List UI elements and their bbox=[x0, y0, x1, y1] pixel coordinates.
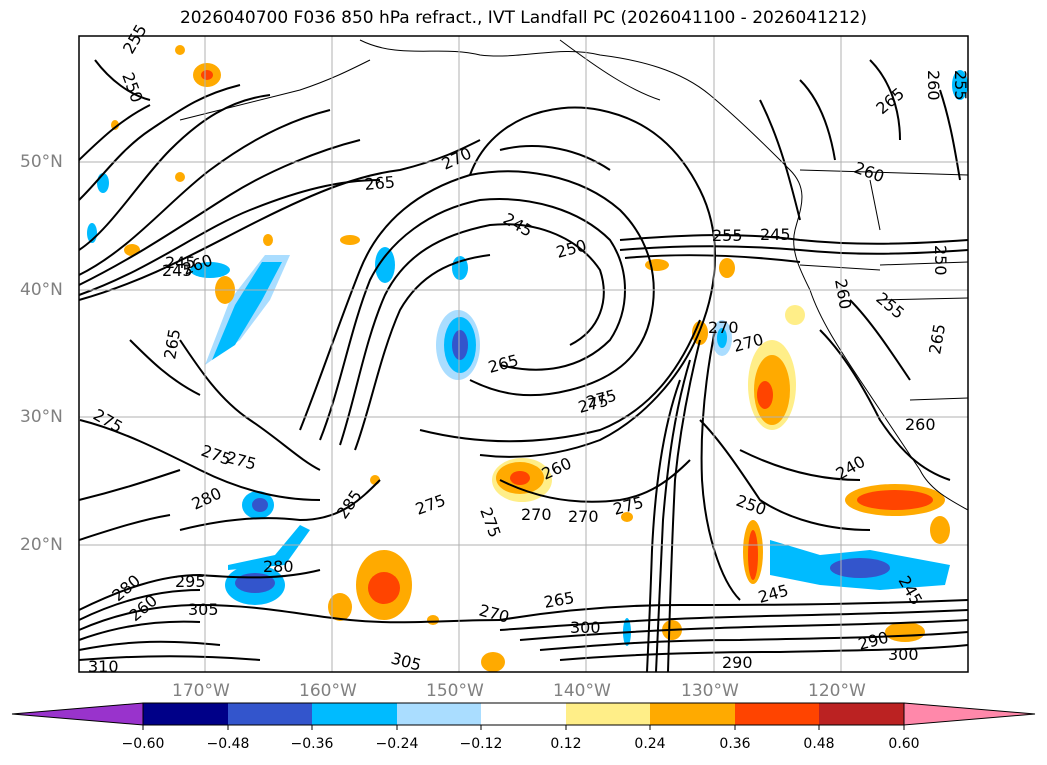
colorbar-tick-label: 0.24 bbox=[634, 736, 666, 752]
colorbar-extend-right bbox=[903, 702, 1036, 726]
contour-label: 300 bbox=[570, 618, 601, 637]
contour-label: 280 bbox=[263, 557, 294, 576]
colorbar-tick-label: 0.60 bbox=[888, 736, 920, 752]
contour-label: 245 bbox=[165, 253, 196, 272]
lat-label-30n: 30°N bbox=[20, 407, 63, 427]
contour-label: 265 bbox=[364, 172, 396, 194]
colorbar-tick-label: −0.36 bbox=[290, 736, 334, 752]
contour-lines bbox=[78, 59, 969, 673]
shaded-patches bbox=[87, 45, 968, 672]
lat-label-20n: 20°N bbox=[20, 535, 63, 555]
colorbar-extend-left bbox=[11, 702, 144, 726]
lon-label-130w: 130°W bbox=[681, 681, 739, 701]
contour-label: 255 bbox=[712, 226, 743, 245]
colorbar-segment bbox=[143, 703, 228, 725]
lat-label-50n: 50°N bbox=[20, 152, 63, 172]
contour-label: 270 bbox=[708, 318, 739, 337]
colorbar-tick-label: −0.24 bbox=[375, 736, 419, 752]
contour-label: 310 bbox=[88, 657, 119, 676]
lon-label-170w: 170°W bbox=[172, 681, 230, 701]
contour-label: 295 bbox=[175, 572, 206, 591]
contour-label: 270 bbox=[521, 505, 552, 524]
contour-label: 300 bbox=[888, 645, 919, 664]
lon-label-140w: 140°W bbox=[553, 681, 611, 701]
colorbar-segment bbox=[735, 703, 819, 725]
colorbar-segment bbox=[228, 703, 312, 725]
colorbar-tick-label: 0.36 bbox=[719, 736, 751, 752]
colorbar-segment bbox=[312, 703, 397, 725]
contour-label: 260 bbox=[905, 415, 936, 434]
colorbar-segment bbox=[566, 703, 650, 725]
colorbar-tick-label: 0.12 bbox=[550, 736, 582, 752]
lon-label-150w: 150°W bbox=[426, 681, 484, 701]
colorbar-tick-label: −0.12 bbox=[459, 736, 503, 752]
lon-label-120w: 120°W bbox=[808, 681, 866, 701]
contour-label: 260 bbox=[924, 70, 943, 101]
plot-frame bbox=[78, 35, 969, 673]
colorbar-tick-label: 0.48 bbox=[803, 736, 835, 752]
colorbar bbox=[11, 702, 1036, 730]
colorbar-segment bbox=[650, 703, 735, 725]
contour-label: 250 bbox=[931, 245, 950, 276]
colorbar-segment bbox=[397, 703, 481, 725]
gridlines bbox=[79, 36, 968, 672]
contour-label: 245 bbox=[162, 261, 193, 280]
contour-label: 255 bbox=[951, 70, 970, 101]
contour-label: 245 bbox=[760, 225, 791, 244]
lon-label-160w: 160°W bbox=[299, 681, 357, 701]
contour-label: 290 bbox=[722, 653, 753, 672]
colorbar-tick-label: −0.48 bbox=[206, 736, 250, 752]
colorbar-segment bbox=[819, 703, 904, 725]
map-title: 2026040700 F036 850 hPa refract., IVT La… bbox=[179, 8, 867, 28]
coastlines bbox=[179, 39, 969, 511]
lat-label-40n: 40°N bbox=[20, 280, 63, 300]
contour-label: 305 bbox=[188, 600, 219, 619]
colorbar-segment bbox=[481, 703, 566, 725]
contour-label: 270 bbox=[568, 507, 599, 526]
colorbar-tick-label: −0.60 bbox=[121, 736, 165, 752]
